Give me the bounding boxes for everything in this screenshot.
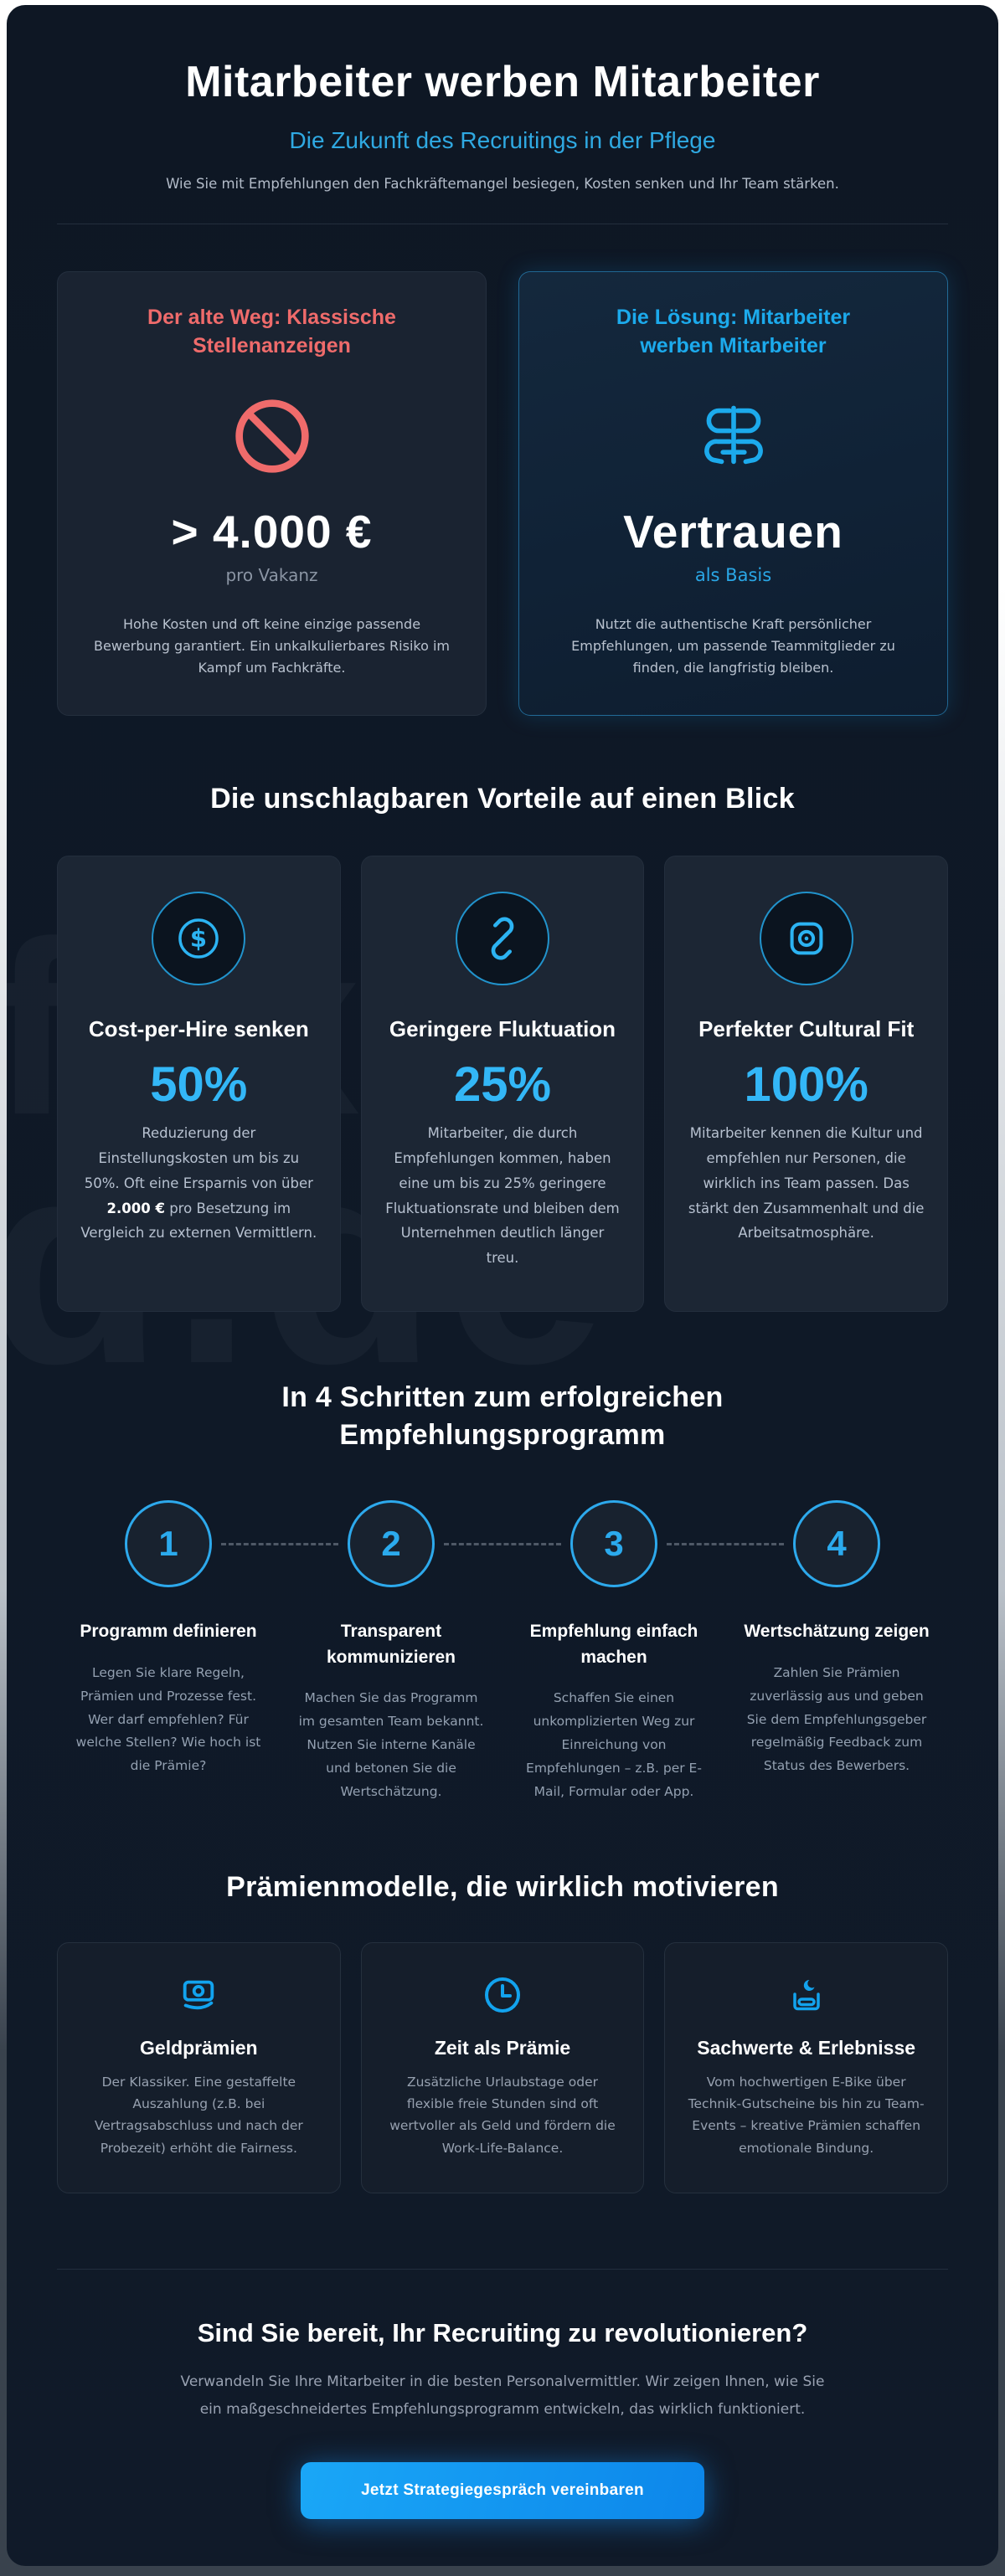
step-title: Wertschätzung zeigen — [744, 1622, 930, 1642]
benefit-title: Cost-per-Hire senken — [88, 1015, 309, 1041]
cta-text: Verwandeln Sie Ihre Mitarbeiter in die b… — [180, 2373, 825, 2419]
benefit-card-fluktuation: Geringere Fluktuation 25% Mitarbeiter, d… — [360, 855, 645, 1312]
benefit-text: Reduzierung der Einstellungskosten um bi… — [80, 1121, 318, 1245]
benefit-title: Perfekter Cultural Fit — [698, 1015, 915, 1041]
solution-title: Die Lösung: Mitarbeiter werben Mitarbeit… — [616, 306, 851, 357]
benefit-text-bold: 2.000 € — [106, 1200, 165, 1216]
header: Mitarbeiter werben Mitarbeiter Die Zukun… — [57, 57, 948, 224]
benefit-card-cultural-fit: Perfekter Cultural Fit 100% Mitarbeiter … — [664, 855, 948, 1312]
reward-text: Der Klassiker. Eine gestaffelte Auszahlu… — [94, 2074, 303, 2156]
prohibition-icon — [232, 396, 312, 476]
step-title: Empfehlung einfach machen — [529, 1622, 698, 1667]
step-number-badge: 2 — [348, 1500, 435, 1588]
reward-text: Vom hochwertigen E-Bike über Technik-Gut… — [688, 2074, 925, 2156]
rewards-section: Geldprämien Der Klassiker. Eine gestaffe… — [57, 1941, 948, 2194]
reward-card-sachwerte: Sachwerte & Erlebnisse Vom hochwertigen … — [664, 1941, 948, 2194]
old-way-title: Der alte Weg: Klassische Stellenanzeigen — [147, 306, 396, 357]
reward-card-zeit: Zeit als Prämie Zusätzliche Urlaubstage … — [360, 1941, 645, 2194]
old-way-stat-label: pro Vakanz — [225, 564, 318, 585]
step-text: Machen Sie das Programm im gesamten Team… — [298, 1690, 484, 1799]
reward-card-geld: Geldprämien Der Klassiker. Eine gestaffe… — [57, 1941, 341, 2194]
steps-section: 1 Programm definieren Legen Sie klare Re… — [57, 1500, 948, 1803]
cta-title: Sind Sie bereit, Ihr Recruiting zu revol… — [197, 2318, 808, 2348]
benefit-stat: 100% — [744, 1057, 868, 1113]
benefit-stat: 50% — [150, 1057, 248, 1113]
comparison-section: Der alte Weg: Klassische Stellenanzeigen… — [57, 271, 948, 716]
solution-stat-label: als Basis — [694, 564, 772, 585]
page-title: Mitarbeiter werben Mitarbeiter — [185, 58, 820, 106]
people-icon — [693, 396, 774, 476]
reward-text: Zusätzliche Urlaubstage oder flexible fr… — [389, 2074, 616, 2156]
cta-divider — [57, 2269, 948, 2270]
strategy-call-button[interactable]: Jetzt Strategiegespräch vereinbaren — [301, 2462, 704, 2520]
page-description: Wie Sie mit Empfehlungen den Fachkräftem… — [166, 176, 839, 192]
step-1: 1 Programm definieren Legen Sie klare Re… — [57, 1500, 280, 1803]
link-icon — [455, 891, 549, 985]
steps-section-title: In 4 Schritten zum erfolgreichen Empfehl… — [281, 1381, 724, 1452]
banknote-icon — [80, 1973, 318, 2017]
reward-title: Sachwerte & Erlebnisse — [697, 2036, 916, 2059]
benefit-card-cost: $ Cost-per-Hire senken 50% Reduzierung d… — [57, 855, 341, 1312]
reward-title: Geldprämien — [140, 2036, 258, 2059]
step-number-badge: 1 — [125, 1500, 212, 1588]
solution-stat: Vertrauen — [623, 505, 843, 558]
step-connector — [444, 1543, 561, 1546]
step-title: Transparent kommunizieren — [326, 1622, 456, 1667]
dollar-icon: $ — [152, 891, 246, 985]
step-text: Schaffen Sie einen unkomplizierten Weg z… — [526, 1690, 702, 1799]
gift-box-icon — [687, 1973, 925, 2017]
old-way-text: Hohe Kosten und oft keine einzige passen… — [94, 615, 450, 676]
step-3: 3 Empfehlung einfach machen Schaffen Sie… — [502, 1500, 725, 1803]
infographic-page: fix d.de Mitarbeiter werben Mitarbeiter … — [7, 5, 998, 2567]
step-title: Programm definieren — [80, 1622, 257, 1642]
solution-card: Die Lösung: Mitarbeiter werben Mitarbeit… — [518, 271, 948, 716]
reward-title: Zeit als Prämie — [434, 2036, 571, 2059]
page-subtitle: Die Zukunft des Recruitings in der Pfleg… — [289, 127, 716, 153]
step-connector — [667, 1543, 784, 1546]
benefits-section: $ Cost-per-Hire senken 50% Reduzierung d… — [57, 855, 948, 1312]
step-number-badge: 4 — [793, 1500, 880, 1588]
solution-text: Nutzt die authentische Kraft persönliche… — [571, 615, 895, 676]
benefit-text-before: Reduzierung der Einstellungskosten um bi… — [84, 1125, 313, 1191]
step-4: 4 Wertschätzung zeigen Zahlen Sie Prämie… — [725, 1500, 948, 1803]
camera-icon — [759, 891, 853, 985]
benefit-text: Mitarbeiter kennen die Kultur und empfeh… — [688, 1125, 925, 1242]
benefit-stat: 25% — [453, 1057, 552, 1113]
step-2: 2 Transparent kommunizieren Machen Sie d… — [280, 1500, 502, 1803]
step-connector — [221, 1543, 338, 1546]
rewards-section-title: Prämienmodelle, die wirklich motivieren — [226, 1870, 779, 1903]
benefit-title: Geringere Fluktuation — [389, 1015, 616, 1041]
step-number-badge: 3 — [570, 1500, 657, 1588]
benefit-text: Mitarbeiter, die durch Empfehlungen komm… — [385, 1125, 620, 1266]
svg-text:$: $ — [190, 924, 207, 953]
benefit-text-after: pro Besetzung im Vergleich zu externen V… — [80, 1200, 317, 1242]
step-text: Zahlen Sie Prämien zuverlässig aus und g… — [746, 1664, 927, 1774]
cta-section: Sind Sie bereit, Ihr Recruiting zu revol… — [57, 2270, 948, 2520]
old-way-stat: > 4.000 € — [171, 505, 373, 558]
benefits-section-title: Die unschlagbaren Vorteile auf einen Bli… — [210, 782, 795, 815]
step-text: Legen Sie klare Regeln, Prämien und Proz… — [75, 1664, 261, 1774]
clock-icon — [384, 1973, 622, 2017]
old-way-card: Der alte Weg: Klassische Stellenanzeigen… — [57, 271, 487, 716]
